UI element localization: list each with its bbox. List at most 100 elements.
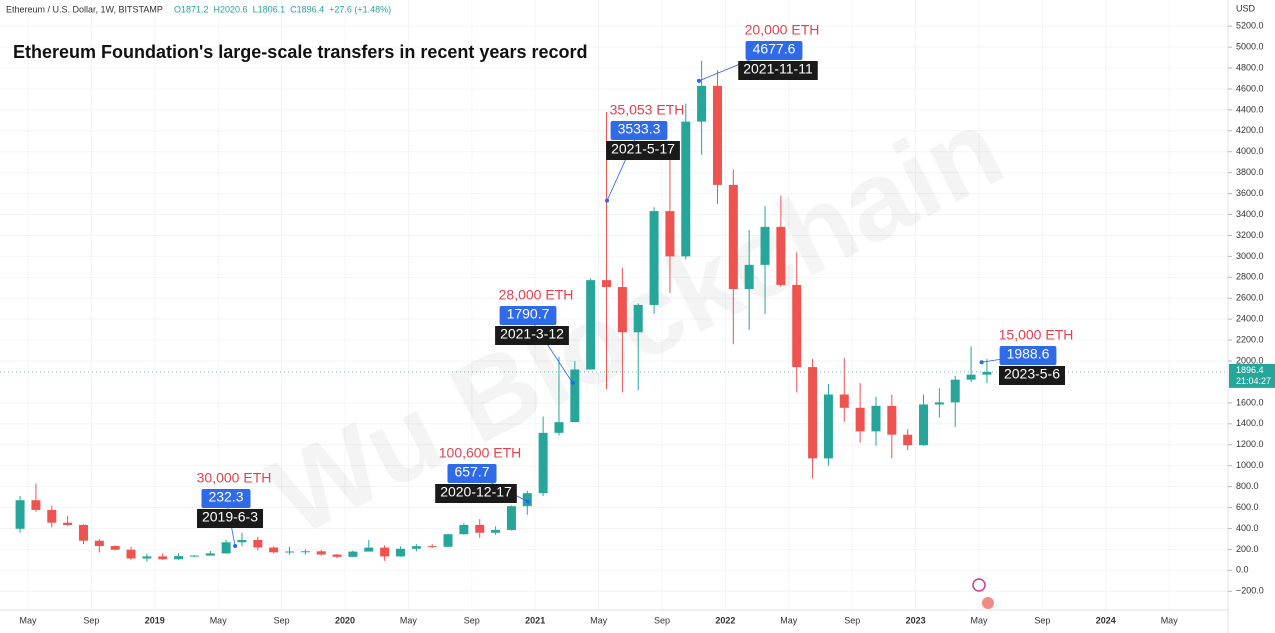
candle-body bbox=[839, 394, 849, 408]
y-tick-label: 4600.0 bbox=[1236, 83, 1264, 93]
x-tick-label: May bbox=[970, 615, 988, 625]
y-tick-label: 3400.0 bbox=[1236, 209, 1264, 219]
candle-body bbox=[78, 525, 88, 541]
annotation-price: 3533.3 bbox=[618, 121, 661, 137]
candle-body bbox=[871, 405, 881, 432]
y-tick-label: 1000.0 bbox=[1236, 460, 1264, 470]
annotation-date-box bbox=[495, 326, 569, 345]
candle-body bbox=[221, 542, 231, 554]
candle-body bbox=[570, 369, 580, 423]
candle-body bbox=[348, 551, 358, 557]
candle-body bbox=[776, 226, 786, 285]
annotation-price: 232.3 bbox=[208, 489, 243, 505]
y-tick-label: 2600.0 bbox=[1236, 293, 1264, 303]
last-time: 21:04:27 bbox=[1236, 376, 1271, 386]
annotation-date-box bbox=[435, 484, 517, 503]
annotation-price-box bbox=[447, 464, 497, 483]
candle-body bbox=[760, 226, 770, 265]
x-tick-label: 2021 bbox=[525, 615, 545, 625]
annotation-date-box bbox=[738, 61, 818, 80]
x-tick-label: 2019 bbox=[145, 615, 165, 625]
annotation-price-box bbox=[201, 489, 251, 508]
candle-body bbox=[411, 546, 421, 549]
annotation-date: 2023-5-6 bbox=[1004, 366, 1060, 382]
candle-body bbox=[982, 371, 992, 375]
y-tick-label: 3800.0 bbox=[1236, 167, 1264, 177]
candle-body bbox=[919, 404, 929, 446]
candle-body bbox=[459, 524, 469, 535]
currency: USD bbox=[1236, 3, 1256, 13]
candle-body bbox=[808, 367, 818, 459]
candle-body bbox=[427, 546, 437, 548]
x-tick-label: Sep bbox=[1034, 615, 1050, 625]
candle-body bbox=[602, 280, 612, 288]
candle-body bbox=[94, 540, 104, 547]
y-tick-label: 0.0 bbox=[1236, 565, 1249, 575]
y-tick-label: 4200.0 bbox=[1236, 125, 1264, 135]
annotation-point bbox=[570, 380, 575, 385]
candle-body bbox=[744, 264, 754, 290]
candle-body bbox=[380, 547, 390, 557]
annotation-price-box bbox=[610, 121, 668, 140]
x-tick-label: May bbox=[1161, 615, 1179, 625]
candle-body bbox=[174, 556, 184, 560]
x-tick-label: May bbox=[590, 615, 608, 625]
candle-body bbox=[126, 549, 136, 559]
annotation-price: 657.7 bbox=[454, 464, 489, 480]
y-tick-label: 5200.0 bbox=[1236, 21, 1264, 31]
candle-body bbox=[285, 551, 295, 553]
candle-body bbox=[63, 522, 73, 526]
candle-body bbox=[649, 211, 659, 305]
candle-body bbox=[538, 432, 548, 494]
y-tick-label: 400.0 bbox=[1236, 523, 1259, 533]
candle-body bbox=[475, 524, 485, 533]
candle-body bbox=[189, 555, 199, 557]
candle-body bbox=[395, 548, 405, 557]
candle-body bbox=[855, 407, 865, 432]
annotation-date: 2020-12-17 bbox=[440, 484, 512, 500]
icon bbox=[982, 597, 994, 609]
y-tick-label: 3600.0 bbox=[1236, 188, 1264, 198]
y-tick-label: 4000.0 bbox=[1236, 146, 1264, 156]
ohlc-value: L1806.1 bbox=[253, 4, 286, 14]
candle-body bbox=[47, 509, 57, 523]
last-price-tag bbox=[1229, 363, 1275, 388]
candle-body bbox=[142, 556, 152, 559]
candle-body bbox=[554, 422, 564, 433]
candle-body bbox=[269, 547, 279, 553]
y-tick-label: 200.0 bbox=[1236, 544, 1259, 554]
candle-body bbox=[332, 554, 342, 557]
annotation-point bbox=[979, 360, 984, 365]
candle-body bbox=[205, 553, 215, 556]
annotation-point bbox=[525, 499, 530, 504]
annotation-price-box bbox=[745, 41, 803, 60]
candle-body bbox=[950, 379, 960, 403]
candle-body bbox=[586, 280, 596, 370]
annotation-price: 4677.6 bbox=[753, 41, 796, 57]
annotation-date: 2021-5-17 bbox=[611, 141, 675, 157]
candle-body bbox=[934, 402, 944, 405]
y-tick-label: 1400.0 bbox=[1236, 418, 1264, 428]
candle-body bbox=[665, 211, 675, 257]
ohlc-value: O1871.2 bbox=[174, 4, 209, 14]
annotation-amount: 20,000 ETH bbox=[745, 22, 820, 38]
annotation-date: 2021-3-12 bbox=[500, 326, 564, 342]
x-tick-label: May bbox=[400, 615, 418, 625]
ohlc-value: C1896.4 bbox=[290, 4, 324, 14]
y-tick-label: 3000.0 bbox=[1236, 251, 1264, 261]
candle-body bbox=[15, 500, 25, 529]
candle-body bbox=[887, 405, 897, 435]
annotation-date-box bbox=[606, 141, 680, 160]
y-tick-label: 5000.0 bbox=[1236, 41, 1264, 51]
x-tick-label: Sep bbox=[83, 615, 99, 625]
candle-body bbox=[110, 546, 120, 550]
y-tick-label: 3200.0 bbox=[1236, 230, 1264, 240]
candle-body bbox=[617, 287, 627, 333]
candle-body bbox=[712, 85, 722, 185]
candle-body bbox=[158, 556, 168, 560]
y-tick-label: 1600.0 bbox=[1236, 397, 1264, 407]
icon bbox=[972, 578, 986, 592]
candle-body bbox=[506, 506, 516, 530]
annotation-price: 1790.7 bbox=[507, 306, 550, 322]
